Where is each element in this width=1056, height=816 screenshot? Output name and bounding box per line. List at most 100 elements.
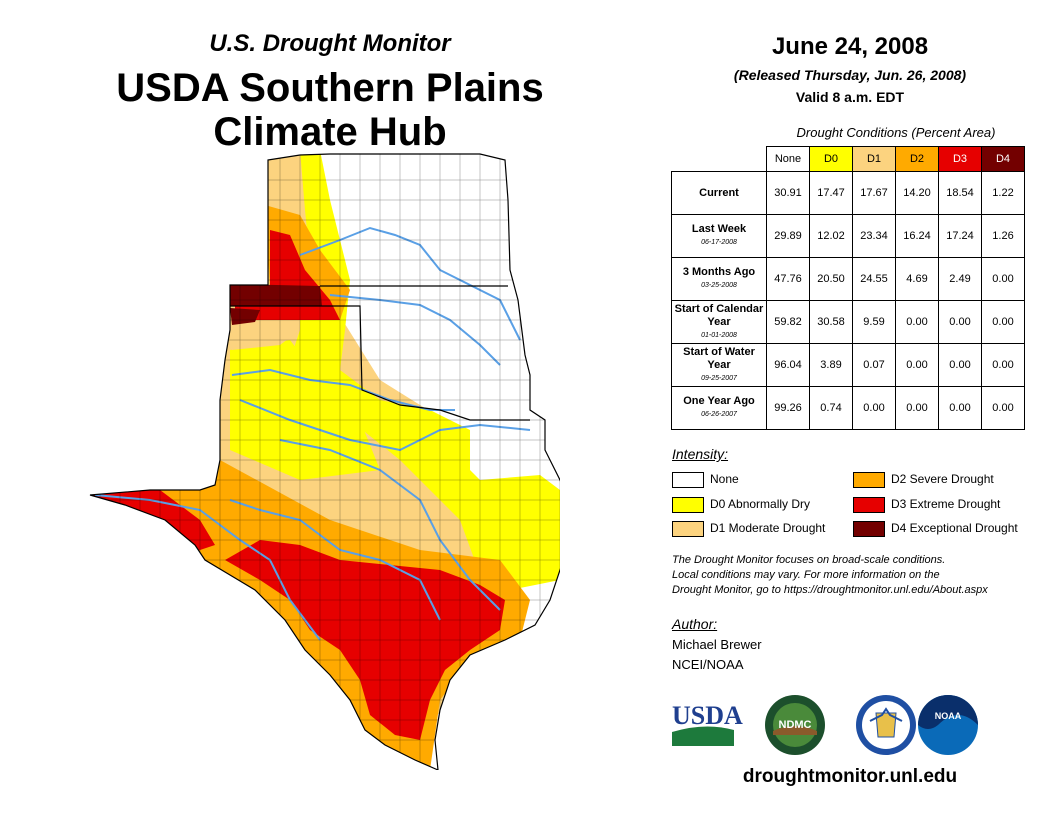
legend-label: D3 Extreme Drought — [891, 497, 1001, 511]
row-label: 3 Months Ago 03-25-2008 — [671, 257, 767, 301]
legend-item-d4: D4 Exceptional Drought — [853, 519, 1018, 537]
column-header-d1: D1 — [852, 146, 896, 172]
legend-swatch — [853, 496, 885, 513]
table-corner — [672, 147, 767, 172]
row-label: Current — [671, 171, 767, 215]
ndmc-logo-text: NDMC — [779, 719, 812, 731]
legend-label: D2 Severe Drought — [891, 472, 994, 486]
row-date: 06-26-2007 — [701, 411, 737, 418]
table-cell: 17.47 — [809, 171, 853, 215]
table-row-year-ago: One Year Ago 06-26-2007 99.26 0.74 0.00 0… — [671, 386, 1025, 430]
table-cell: 0.00 — [938, 343, 982, 387]
river-red — [239, 399, 531, 452]
table-row-calendar-year: Start of Calendar Year 01-01-2008 59.82 3… — [671, 300, 1025, 344]
river-canadian — [231, 368, 455, 411]
row-label: Start of Calendar Year 01-01-2008 — [671, 300, 767, 344]
table-cell: 0.00 — [895, 343, 939, 387]
river-brazos — [279, 439, 501, 611]
row-date: 09-25-2007 — [701, 374, 737, 382]
commerce-seal — [856, 695, 916, 755]
table-row-current: Current 30.91 17.47 17.67 14.20 18.54 1.… — [671, 171, 1025, 215]
table-cell: 17.24 — [938, 214, 982, 258]
state-borders — [230, 285, 530, 421]
conditions-title: Drought Conditions (Percent Area) — [796, 125, 996, 140]
row-title: 3 Months Ago — [682, 266, 756, 278]
legend-title: Intensity: — [672, 446, 729, 462]
table-row-water-year: Start of Water Year 09-25-2007 96.04 3.89… — [671, 343, 1025, 387]
row-title: Start of Calendar Year — [674, 302, 764, 328]
table-cell: 96.04 — [766, 343, 810, 387]
table-cell: 30.58 — [809, 300, 853, 344]
table-cell: 0.00 — [938, 386, 982, 430]
column-header-d2: D2 — [895, 146, 939, 172]
table-cell: 30.91 — [766, 171, 810, 215]
column-header-d4: D4 — [981, 146, 1025, 172]
legend-label: D0 Abnormally Dry — [710, 497, 811, 511]
legend-item-none: None — [672, 470, 739, 488]
table-cell: 0.00 — [981, 343, 1025, 387]
table-cell: 2.49 — [938, 257, 982, 301]
author-org: NCEI/NOAA — [672, 657, 744, 672]
valid-time: Valid 8 a.m. EDT — [795, 89, 905, 105]
zone-d0-oklahoma — [230, 340, 380, 480]
river-cimarron — [329, 294, 501, 366]
column-header-d3: D3 — [938, 146, 982, 172]
table-cell: 0.07 — [852, 343, 896, 387]
drought-map — [89, 153, 560, 770]
hub-title-line1: USDA Southern Plains — [116, 66, 544, 110]
legend-item-d1: D1 Moderate Drought — [672, 519, 825, 537]
usda-logo-swoosh — [672, 726, 734, 746]
table-cell: 1.26 — [981, 214, 1025, 258]
table-row-3-months: 3 Months Ago 03-25-2008 47.76 20.50 24.55… — [671, 257, 1025, 301]
row-label: Last Week 06-17-2008 — [671, 214, 767, 258]
hub-title: USDA Southern Plains Climate Hub — [60, 66, 600, 154]
table-header-row: None D0 D1 D2 D3 D4 — [672, 146, 1025, 172]
table-cell: 16.24 — [895, 214, 939, 258]
legend-item-d2: D2 Severe Drought — [853, 470, 994, 488]
row-date: 06-17-2008 — [701, 239, 737, 246]
table-cell: 12.02 — [809, 214, 853, 258]
row-date: 01-01-2008 — [701, 331, 737, 339]
table-cell: 3.89 — [809, 343, 853, 387]
author-name: Michael Brewer — [672, 637, 762, 652]
commerce-seal-eagle — [869, 707, 903, 722]
row-title: One Year Ago — [683, 395, 755, 407]
legend-swatch — [853, 520, 885, 537]
legend-label: None — [710, 472, 739, 486]
noaa-logo: NOAA — [918, 695, 978, 755]
table-cell: 59.82 — [766, 300, 810, 344]
note-line: Local conditions may vary. For more info… — [672, 569, 940, 581]
note-line: The Drought Monitor focuses on broad-sca… — [672, 554, 946, 566]
table-cell: 20.50 — [809, 257, 853, 301]
legend-item-d3: D3 Extreme Drought — [853, 495, 1000, 513]
monitor-title: U.S. Drought Monitor — [209, 30, 451, 57]
region-outline — [89, 153, 560, 770]
table-cell: 29.89 — [766, 214, 810, 258]
ndmc-logo: NDMC — [765, 695, 825, 755]
drought-zones — [90, 154, 560, 770]
legend-label: D1 Moderate Drought — [710, 521, 826, 535]
noaa-logo-text: NOAA — [935, 711, 962, 721]
table-cell: 0.00 — [981, 386, 1025, 430]
legend-swatch — [672, 496, 704, 513]
table-cell: 4.69 — [895, 257, 939, 301]
table-cell: 24.55 — [852, 257, 896, 301]
table-cell: 0.00 — [895, 386, 939, 430]
zone-d4-panhandle — [230, 284, 322, 306]
conditions-table: None D0 D1 D2 D3 D4 Current 30.91 17.47 … — [671, 146, 1025, 430]
rivers — [94, 226, 531, 641]
zone-d4-texas — [230, 308, 260, 325]
table-cell: 1.22 — [981, 171, 1025, 215]
legend-swatch — [853, 471, 885, 488]
table-cell: 0.00 — [981, 300, 1025, 344]
row-label: Start of Water Year 09-25-2007 — [671, 343, 767, 387]
table-cell: 0.00 — [981, 257, 1025, 301]
table-cell: 17.67 — [852, 171, 896, 215]
table-row-last-week: Last Week 06-17-2008 29.89 12.02 23.34 16… — [671, 214, 1025, 258]
footer-url: droughtmonitor.unl.edu — [742, 766, 958, 787]
table-cell: 0.00 — [852, 386, 896, 430]
row-title: Current — [699, 186, 739, 199]
table-cell: 23.34 — [852, 214, 896, 258]
legend-item-d0: D0 Abnormally Dry — [672, 495, 810, 513]
legend-label: D4 Exceptional Drought — [891, 521, 1018, 535]
